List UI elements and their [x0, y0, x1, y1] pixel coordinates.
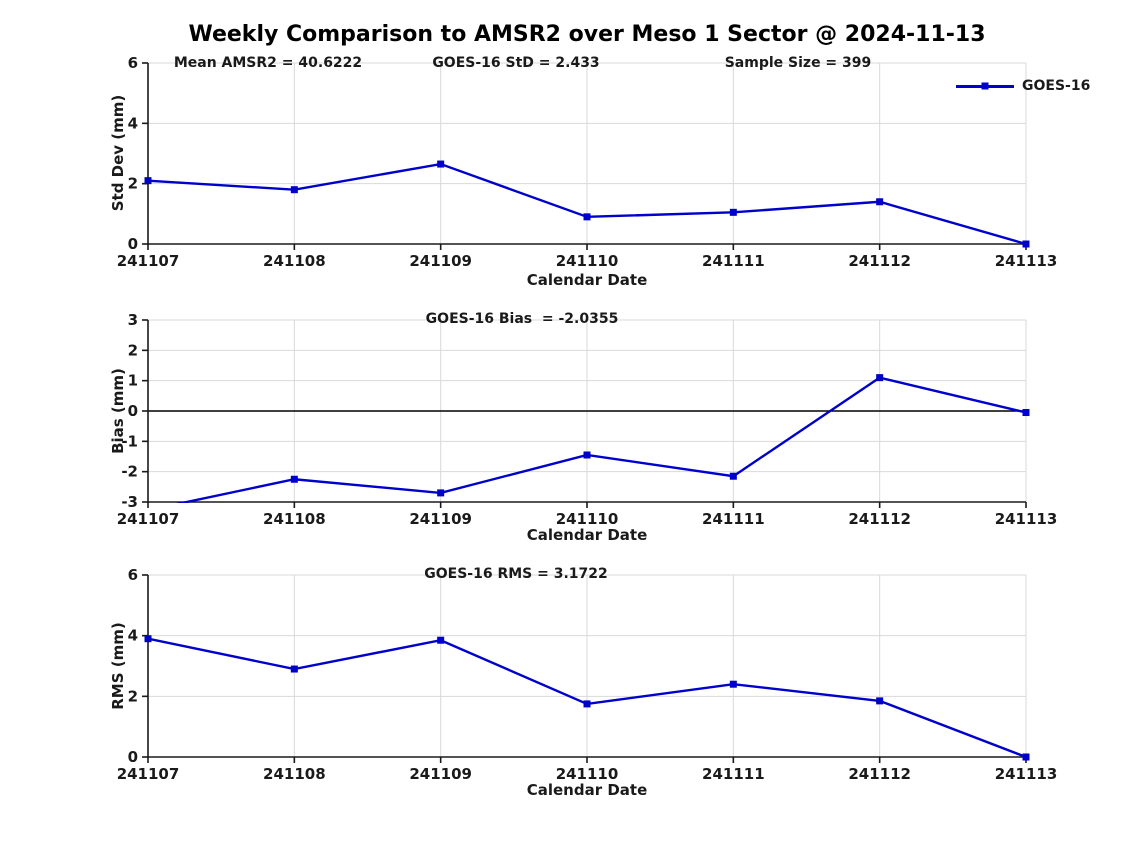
y-tick-label: 3 [128, 311, 138, 329]
y-tick-label: 0 [128, 235, 138, 253]
data-marker [583, 213, 591, 221]
x-tick-label: 241113 [995, 252, 1058, 270]
legend: GOES-16 [956, 78, 1090, 94]
annotation-mean-amsr2: Mean AMSR2 = 40.6222 [173, 55, 363, 71]
x-tick-label: 241111 [702, 765, 765, 783]
x-tick-label: 241108 [263, 765, 326, 783]
annotation-goes16-std: GOES-16 StD = 2.433 [432, 55, 600, 71]
data-marker [144, 635, 152, 643]
x-axis-label-bottom: Calendar Date [526, 781, 648, 799]
data-marker [583, 451, 591, 459]
y-tick-label: 2 [128, 687, 138, 705]
y-tick-label: -2 [121, 463, 138, 481]
data-marker [144, 177, 152, 185]
x-tick-label: 241109 [409, 510, 472, 528]
x-tick-label: 241109 [409, 252, 472, 270]
data-marker [437, 160, 445, 168]
y-tick-label: 2 [128, 341, 138, 359]
x-axis-label-top: Calendar Date [526, 271, 648, 289]
legend-line-sample [956, 82, 1014, 90]
x-tick-label: 241110 [556, 252, 619, 270]
y-axis-label-std-dev: Std Dev (mm) [109, 94, 127, 212]
y-tick-label: 0 [128, 748, 138, 766]
data-marker [583, 700, 591, 708]
x-tick-label: 241112 [848, 510, 911, 528]
figure-title: Weekly Comparison to AMSR2 over Meso 1 S… [188, 22, 986, 47]
y-axis-label-rms: RMS (mm) [109, 622, 127, 710]
data-marker [437, 489, 445, 497]
x-tick-label: 241110 [556, 765, 619, 783]
y-tick-label: 0 [128, 402, 138, 420]
x-tick-label: 241107 [117, 765, 180, 783]
x-tick-label: 241108 [263, 510, 326, 528]
x-tick-label: 241108 [263, 252, 326, 270]
data-marker [1022, 753, 1030, 761]
data-marker [1022, 409, 1030, 417]
data-marker [290, 475, 298, 483]
x-tick-label: 241109 [409, 765, 472, 783]
annotation-goes16-rms: GOES-16 RMS = 3.1722 [424, 566, 608, 582]
x-tick-label: 241110 [556, 510, 619, 528]
x-tick-label: 241113 [995, 765, 1058, 783]
y-tick-label: -1 [121, 432, 138, 450]
legend-marker-icon [981, 82, 989, 90]
legend-label: GOES-16 [1022, 78, 1091, 94]
y-tick-label: 1 [128, 372, 138, 390]
y-tick-label: 4 [128, 627, 138, 645]
annotation-goes16-bias: GOES-16 Bias = -2.0355 [425, 311, 619, 327]
x-axis-label-middle: Calendar Date [526, 526, 648, 544]
x-tick-label: 241107 [117, 510, 180, 528]
data-marker [876, 697, 884, 705]
y-axis-label-bias: Bias (mm) [109, 368, 127, 454]
y-tick-label: 6 [128, 566, 138, 584]
x-tick-label: 241112 [848, 765, 911, 783]
chart-bias: -3 -2 -1 0 1 2 3 241107 241108 241109 241110 241111… [117, 311, 1058, 528]
data-marker [290, 665, 298, 673]
data-marker [290, 186, 298, 194]
x-tick-label: 241113 [995, 510, 1058, 528]
data-marker [1022, 240, 1030, 248]
data-marker [729, 472, 737, 480]
chart-rms: 0 2 4 6 241107 241108 241109 241110 241111 241112… [117, 566, 1058, 783]
x-tick-label: 241111 [702, 510, 765, 528]
data-marker [876, 198, 884, 206]
x-tick-label: 241107 [117, 252, 180, 270]
data-marker [729, 208, 737, 216]
data-marker [876, 374, 884, 382]
y-tick-label: 6 [128, 54, 138, 72]
y-tick-label: -3 [121, 493, 138, 511]
x-tick-label: 241111 [702, 252, 765, 270]
data-marker [729, 680, 737, 688]
x-tick-label: 241112 [848, 252, 911, 270]
y-tick-label: 4 [128, 114, 138, 132]
y-tick-label: 2 [128, 175, 138, 193]
chart-std-dev: 0 2 4 6 241107 241108 241109 241110 241111 241112… [117, 54, 1058, 270]
annotation-sample-size: Sample Size = 399 [724, 55, 872, 71]
data-marker [437, 636, 445, 644]
